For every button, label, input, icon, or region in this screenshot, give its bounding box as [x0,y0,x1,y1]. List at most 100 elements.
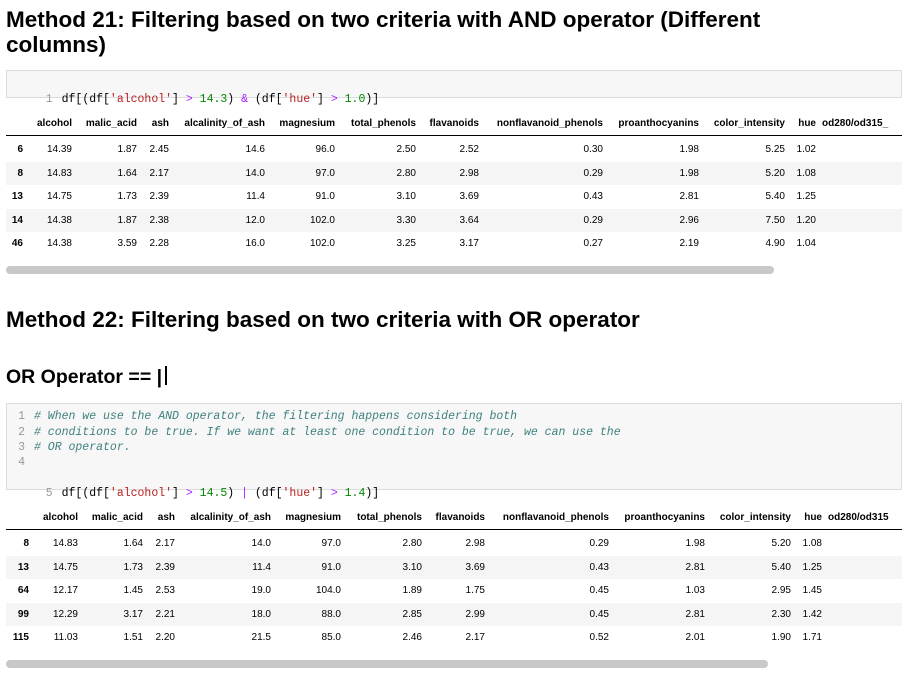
table-cell: 2.38 [149,214,169,226]
code-comment-1: # When we use the AND operator, the filt… [34,410,518,423]
table-cell: 91.0 [315,191,335,202]
table-cell: 1.98 [679,167,699,179]
table-cell: 1.71 [802,632,822,643]
table-cell: 5.40 [771,561,791,573]
table-cell: 2.81 [685,608,705,620]
text-cursor [165,366,168,385]
row-index: 13 [17,561,29,573]
table-cell: 1.02 [796,144,816,155]
table-cell: 1.20 [796,214,816,226]
method22-subtitle: OR Operator == | [6,365,168,389]
column-header: ash [157,512,175,523]
table-cell: 1.64 [117,167,137,179]
column-header: flavanoids [435,512,485,523]
table-cell: 11.4 [246,191,265,202]
method22-table-scrollbar[interactable] [6,660,768,668]
table-cell: 11.4 [252,561,271,573]
method21-code-cell[interactable]: 1 df[(df['alcohol'] > 14.3) & (df['hue'] … [6,70,902,106]
table-cell: 3.10 [396,191,416,202]
table-cell: 14.6 [245,144,265,155]
method21-table-scrollbar[interactable] [6,266,774,274]
table-row: 14 14.38 1.87 2.38 12.0 102.0 3.30 3.64 0.29 2.96… [6,208,902,232]
table-cell: 14.38 [46,214,72,226]
table-cell: 12.17 [52,585,78,596]
column-header: od280/od315_ [822,118,889,129]
table-cell: 2.80 [402,538,422,549]
table-cell: 97.0 [315,167,335,179]
table-cell: 2.95 [771,585,791,596]
table-cell: 0.43 [583,191,603,202]
column-header: flavanoids [429,118,479,129]
table-cell: 14.83 [46,167,72,179]
column-header: color_intensity [719,512,791,523]
row-index: 64 [17,585,29,596]
table-cell: 14.75 [52,561,78,573]
table-cell: 2.30 [771,608,791,620]
code-comment-3: # OR operator. [34,441,131,454]
table-cell: 4.90 [765,238,785,249]
column-header: alcohol [42,512,78,523]
table-cell: 1.87 [117,144,137,155]
table-cell: 1.45 [123,585,143,596]
row-index: 14 [11,214,23,226]
table-cell: 102.0 [309,214,335,226]
column-header: hue [798,118,816,129]
table-cell: 3.10 [402,561,422,573]
column-header: od280/od315 [828,512,889,523]
table-cell: 5.20 [771,538,791,549]
table-cell: 14.0 [245,167,265,179]
table-cell: 1.51 [123,632,143,643]
table-cell: 1.08 [796,167,816,179]
table-cell: 0.27 [583,238,603,249]
column-header: magnesium [279,118,335,129]
table-cell: 16.0 [245,238,265,249]
table-row: 8 14.83 1.64 2.17 14.0 97.0 2.80 2.98 0.29 1.98 5.… [6,532,902,555]
table-cell: 0.29 [583,167,603,179]
table-cell: 2.53 [155,585,175,596]
table-cell: 2.17 [155,538,175,549]
table-cell: 2.85 [402,608,422,620]
table-cell: 1.98 [679,144,699,155]
table-cell: 0.43 [589,561,609,573]
table-cell: 2.20 [155,632,175,643]
table-row: 115 11.03 1.51 2.20 21.5 85.0 2.46 2.17 0.52 2.01… [6,626,902,649]
table-cell: 2.21 [155,608,175,620]
column-header: hue [804,512,822,523]
column-header: total_phenols [350,118,416,129]
table-cell: 14.0 [251,538,271,549]
table-cell: 0.29 [589,538,609,549]
table-cell: 0.30 [583,144,603,155]
table-cell: 1.25 [802,561,822,573]
table-row: 6 14.39 1.87 2.45 14.6 96.0 2.50 2.52 0.30 1.98 5.… [6,138,902,161]
row-index: 99 [17,608,29,620]
table-cell: 1.64 [123,538,143,549]
table-cell: 19.0 [251,585,271,596]
table-cell: 3.69 [465,561,485,573]
table-cell: 96.0 [315,144,335,155]
table-cell: 1.89 [402,585,422,596]
table-cell: 7.50 [765,214,785,226]
table-cell: 2.17 [149,167,169,179]
table-cell: 102.0 [309,238,335,249]
code-comment-2: # conditions to be true. If we want at l… [34,426,621,439]
row-index: 8 [17,167,23,179]
column-header: malic_acid [85,118,137,129]
table-row: 99 12.29 3.17 2.21 18.0 88.0 2.85 2.99 0.45 2.81 2… [6,602,902,626]
method21-title-line1: Method 21: Filtering based on two criter… [6,7,761,32]
table-cell: 5.40 [765,191,785,202]
table-cell: 1.04 [796,238,816,249]
table-cell: 11.03 [53,632,78,643]
column-header: malic_acid [91,512,143,523]
table-cell: 2.80 [396,167,416,179]
table-cell: 0.45 [589,585,609,596]
table-cell: 2.39 [149,191,169,202]
column-header: proanthocyanins [624,512,705,523]
table-cell: 1.42 [802,608,822,620]
method22-code-cell[interactable]: 1 # When we use the AND operator, the fil… [6,403,902,500]
table-cell: 2.45 [149,144,169,155]
table-cell: 2.50 [396,144,416,155]
table-cell: 91.0 [321,561,341,573]
table-cell: 1.45 [802,585,822,596]
table-cell: 0.52 [589,632,609,643]
table-cell: 14.75 [46,191,72,202]
